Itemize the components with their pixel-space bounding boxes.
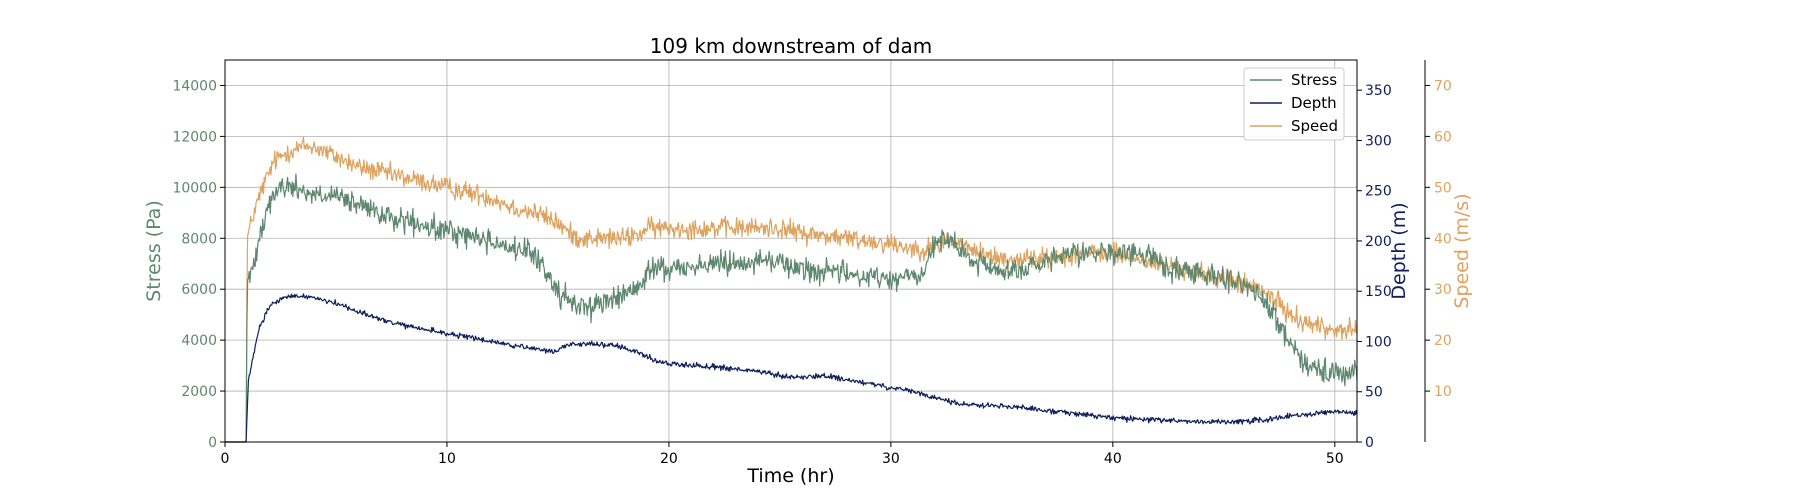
speed-axis-title: Speed (m/s) (1451, 193, 1473, 308)
series-line-stress (225, 173, 1358, 443)
grid (224, 60, 1357, 443)
series-line-depth (225, 293, 1358, 443)
x-tick-label: 20 (660, 451, 678, 467)
legend-label-stress: Stress (1291, 71, 1337, 89)
depth-tick-label: 150 (1365, 284, 1392, 300)
depth-tick-label: 200 (1365, 234, 1392, 250)
depth-tick-label: 250 (1365, 184, 1392, 200)
depth-tick-label: 50 (1365, 385, 1383, 401)
stress-tick-label: 8000 (181, 231, 217, 247)
stress-tick-label: 10000 (172, 180, 217, 196)
stress-tick-label: 2000 (181, 384, 217, 400)
stress-tick-label: 4000 (181, 333, 217, 349)
x-tick-label: 40 (1104, 451, 1122, 467)
x-tick-label: 30 (882, 451, 900, 467)
series-line-speed (225, 136, 1358, 443)
speed-tick-label: 50 (1434, 180, 1452, 196)
legend-box (1243, 67, 1345, 141)
speed-tick-label: 20 (1434, 333, 1452, 349)
x-tick-label: 10 (438, 451, 456, 467)
depth-tick-label: 100 (1365, 334, 1392, 350)
depth-tick-label: 350 (1365, 83, 1392, 99)
axes: 0 10 20 30 40 5002000400060008000100001200014… (172, 60, 1452, 467)
legend: Stress Depth Speed (1243, 67, 1345, 141)
depth-tick-label: 0 (1365, 435, 1374, 451)
legend-label-depth: Depth (1291, 94, 1337, 112)
stress-tick-label: 14000 (172, 78, 217, 94)
x-tick-label: 0 (221, 451, 230, 467)
speed-tick-label: 70 (1434, 78, 1452, 94)
plot-series (225, 136, 1358, 443)
depth-axis-title: Depth (m) (1388, 202, 1410, 299)
speed-tick-label: 40 (1434, 231, 1452, 247)
stress-tick-label: 0 (208, 435, 217, 451)
x-tick-label: 50 (1326, 451, 1344, 467)
depth-tick-label: 300 (1365, 133, 1392, 149)
speed-tick-label: 10 (1434, 384, 1452, 400)
stress-tick-label: 6000 (181, 282, 217, 298)
x-axis-title: Time (hr) (746, 465, 834, 487)
plot-frame (224, 59, 1358, 443)
legend-label-speed: Speed (1291, 117, 1338, 135)
speed-tick-label: 60 (1434, 129, 1452, 145)
chart-title: 109 km downstream of dam (650, 34, 932, 58)
stress-tick-label: 12000 (172, 129, 217, 145)
speed-tick-label: 30 (1434, 282, 1452, 298)
stress-axis-title: Stress (Pa) (143, 200, 165, 302)
